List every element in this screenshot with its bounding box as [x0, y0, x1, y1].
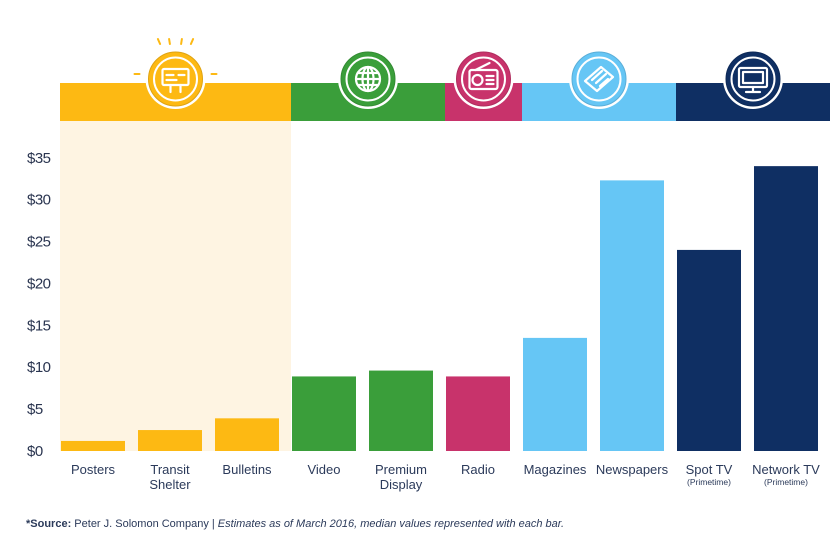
bar-video — [292, 376, 356, 451]
x-tick-label: Transit Shelter — [149, 462, 191, 492]
y-tick-label: $30 — [27, 192, 51, 209]
x-tick-sublabel: (Primetime) — [764, 477, 808, 487]
x-tick-label: Premium Display — [375, 462, 427, 492]
billboard-icon — [133, 38, 218, 109]
globe-icon — [338, 49, 398, 109]
bar-network-tv — [754, 166, 818, 451]
newspaper-icon — [569, 49, 629, 109]
x-tick-label: Magazines — [524, 462, 587, 477]
bar-newspapers — [600, 180, 664, 452]
group-shade-out-of-home — [60, 121, 291, 451]
x-tick-label: Radio — [461, 462, 495, 477]
y-tick-label: $25 — [27, 234, 51, 251]
bar-radio — [446, 376, 510, 451]
bar-posters — [61, 440, 125, 451]
x-tick-label: Posters — [71, 462, 116, 477]
y-tick-label: $15 — [27, 317, 51, 334]
x-tick-label: Spot TV — [686, 462, 733, 477]
bar-magazines — [523, 337, 587, 451]
y-tick-label: $10 — [27, 359, 51, 376]
x-tick-label: Video — [307, 462, 340, 477]
chart: $0 $5 $10 $15 $20 $25 $30 $35 Posters Transit Shel… — [27, 38, 830, 492]
source-company: Peter J. Solomon Company | — [71, 518, 218, 530]
bar-premium-display — [369, 370, 433, 451]
source-note-text: Estimates as of March 2016, median value… — [217, 518, 565, 530]
tv-icon — [723, 49, 783, 109]
x-tick-sublabel: (Primetime) — [687, 477, 731, 487]
y-tick-label: $35 — [27, 150, 51, 167]
bar-spot-tv — [677, 249, 741, 451]
y-tick-label: $5 — [27, 401, 43, 418]
bar-bulletins — [215, 418, 279, 451]
x-tick-label: Network TV — [752, 462, 820, 477]
x-tick-label: Newspapers — [596, 462, 669, 477]
source-label: *Source: — [26, 518, 72, 530]
bar-transit-shelter — [138, 430, 202, 451]
y-tick-label: $0 — [27, 443, 43, 460]
x-tick-label: Bulletins — [222, 462, 272, 477]
y-tick-label: $20 — [27, 275, 51, 292]
source-note: *Source: Peter J. Solomon Company | Esti… — [26, 518, 826, 530]
radio-icon — [453, 49, 514, 109]
